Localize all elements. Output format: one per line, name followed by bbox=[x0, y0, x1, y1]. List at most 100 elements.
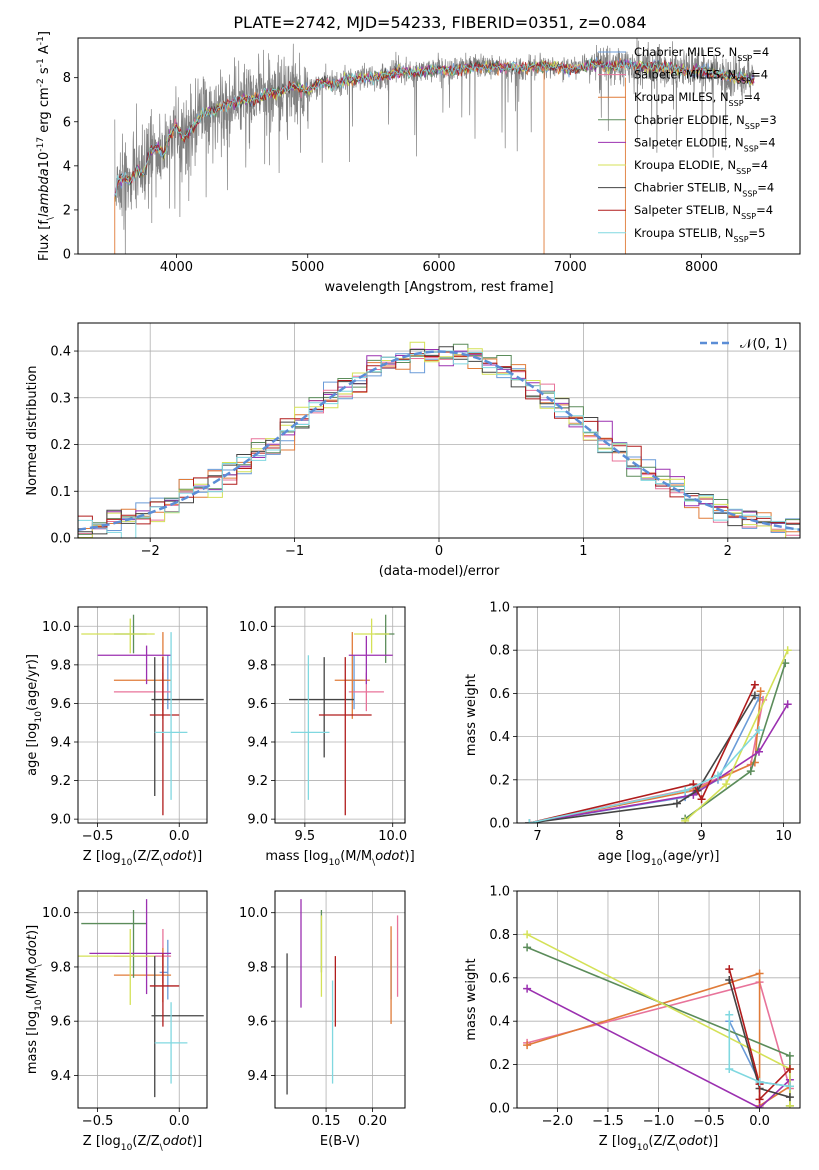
errorbar-point-5 bbox=[354, 618, 390, 654]
model-spectrum-line-6 bbox=[114, 58, 755, 200]
weight-line-2 bbox=[526, 972, 791, 1108]
errorbar-point-4 bbox=[348, 635, 393, 685]
panel-mass-vs-EBV: 0.15 0.20 9.4 9.6 9.8 10.0 E(B-V) bbox=[239, 890, 406, 1149]
y-tick-label: 9.6 bbox=[50, 697, 71, 712]
weight-marker-5 bbox=[523, 930, 532, 939]
x-tick-label: 7 bbox=[533, 829, 541, 844]
y-tick-label: 9.2 bbox=[50, 774, 71, 789]
axes-frame bbox=[516, 606, 801, 824]
weight-marker-3 bbox=[746, 767, 755, 776]
weight-marker-0 bbox=[754, 693, 763, 702]
x-tick-label: 0.20 bbox=[358, 1114, 387, 1129]
y-tick-label: 10.0 bbox=[42, 906, 71, 921]
y-tick-label: 6 bbox=[63, 115, 71, 130]
y-tick-label: 0.2 bbox=[489, 773, 510, 788]
x-tick-label: 6000 bbox=[422, 260, 455, 275]
x-tick-label: −0.5 bbox=[693, 1114, 725, 1129]
y-tick-label: 0.0 bbox=[50, 532, 71, 547]
axes-frame bbox=[77, 37, 801, 255]
y-tick-label: 1.0 bbox=[489, 601, 510, 616]
legend-label-0: Chabrier MILES, NSSP=4 bbox=[634, 45, 769, 63]
y-tick-label: 0.8 bbox=[489, 928, 510, 943]
y-tick-label: 9.2 bbox=[247, 774, 268, 789]
weight-line-8 bbox=[529, 729, 760, 823]
x-tick-label: 2 bbox=[724, 544, 732, 559]
plot-area-mass-vs-Z bbox=[78, 899, 204, 1098]
y-tick-label: 10.0 bbox=[239, 906, 268, 921]
y-tick-label: 9.8 bbox=[247, 658, 268, 673]
weight-marker-5 bbox=[783, 646, 792, 655]
legend-label-2: Kroupa MILES, NSSP=4 bbox=[634, 90, 760, 108]
x-tick-label: 9.5 bbox=[295, 829, 316, 844]
x-tick-label: 5000 bbox=[291, 260, 324, 275]
x-tick-label: 7000 bbox=[554, 260, 587, 275]
y-tick-label: 0.6 bbox=[489, 687, 510, 702]
errorbar-point-4 bbox=[97, 645, 172, 685]
errorbar-point-5 bbox=[78, 928, 155, 1005]
legend-label-4: Salpeter ELODIE, NSSP=4 bbox=[634, 135, 776, 153]
x-axis-label: age [log10(age/yr)] bbox=[598, 849, 720, 868]
errorbar-point-6 bbox=[151, 657, 204, 796]
errorbar-point-8 bbox=[290, 655, 330, 800]
normal-pdf-line bbox=[78, 350, 800, 532]
y-tick-label: 0.4 bbox=[50, 345, 71, 360]
errorbar-point-2 bbox=[334, 632, 370, 719]
y-tick-label: 0.6 bbox=[489, 971, 510, 986]
x-tick-label: 9 bbox=[697, 829, 705, 844]
y-tick-label: 0.4 bbox=[489, 730, 510, 745]
y-tick-label: 9.0 bbox=[50, 813, 71, 828]
weight-marker-4 bbox=[755, 1104, 764, 1108]
weight-marker-4 bbox=[523, 984, 532, 993]
panel-age-vs-Z: −0.5 0.0 9.0 9.2 9.4 9.6 9.8 10.0 Z [log10(Z/Z\o… bbox=[25, 606, 208, 868]
weight-marker-8 bbox=[725, 1010, 734, 1019]
weight-line-8 bbox=[728, 1014, 791, 1088]
x-tick-label: 10 bbox=[775, 829, 792, 844]
x-axis-label: Z [log10(Z/Z\odot)] bbox=[599, 1134, 718, 1153]
panel-weight-vs-age: 7 8 9 10 0.0 0.2 0.4 0.6 0.8 1.0 age [log10(age/yr… bbox=[464, 601, 801, 868]
weight-marker-7 bbox=[785, 1064, 794, 1073]
weight-marker-7 bbox=[697, 795, 706, 804]
legend-label-7: Salpeter STELIB, NSSP=4 bbox=[634, 203, 773, 221]
y-tick-label: 0.1 bbox=[50, 485, 71, 500]
x-tick-label: 4000 bbox=[160, 260, 193, 275]
spectrum-edge-lines bbox=[114, 68, 626, 254]
errorbar-point-3 bbox=[81, 909, 147, 978]
weight-marker-2 bbox=[755, 969, 764, 978]
x-axis-label: (data-model)/error bbox=[379, 564, 500, 579]
axes-frame bbox=[274, 606, 406, 824]
y-axis-label: Flux [f\lambda10-17 erg cm-2 s-1 A-1] bbox=[36, 31, 56, 261]
weight-line-7 bbox=[529, 684, 756, 823]
y-tick-label: 9.6 bbox=[50, 1015, 71, 1030]
weight-line-4 bbox=[529, 703, 789, 823]
weight-marker-5 bbox=[785, 1101, 794, 1108]
weight-marker-8 bbox=[755, 1077, 764, 1086]
y-tick-label: 0.2 bbox=[489, 1058, 510, 1073]
y-tick-label: 8 bbox=[63, 71, 71, 86]
x-axis-label: wavelength [Angstrom, rest frame] bbox=[324, 280, 553, 295]
x-tick-label: 8 bbox=[615, 829, 623, 844]
weight-marker-8 bbox=[725, 1064, 734, 1073]
weight-marker-2 bbox=[523, 1041, 532, 1050]
y-tick-label: 9.8 bbox=[50, 658, 71, 673]
y-tick-label: 1.0 bbox=[489, 885, 510, 900]
x-tick-label: 8000 bbox=[685, 260, 718, 275]
y-tick-label: 0.2 bbox=[50, 438, 71, 453]
errorbar-point-6 bbox=[289, 657, 355, 758]
weight-line-6 bbox=[529, 695, 756, 823]
errorbar-point-8 bbox=[154, 632, 188, 800]
weight-marker-2 bbox=[756, 687, 765, 696]
weight-marker-5 bbox=[722, 780, 731, 789]
weight-marker-7 bbox=[755, 1095, 764, 1104]
y-tick-label: 9.0 bbox=[247, 813, 268, 828]
weight-marker-6 bbox=[750, 691, 759, 700]
y-tick-label: 0.0 bbox=[489, 817, 510, 832]
errorbar-point-7 bbox=[149, 657, 180, 816]
y-axis-label: mass [log10(M/M\odot)] bbox=[25, 925, 44, 1074]
plot-area-residuals bbox=[78, 341, 800, 538]
x-tick-label: 10.0 bbox=[378, 829, 407, 844]
x-tick-label: −1.0 bbox=[643, 1114, 675, 1129]
x-axis-label: E(B-V) bbox=[320, 1134, 360, 1149]
y-axis-label: mass weight bbox=[464, 674, 479, 756]
x-tick-label: −0.5 bbox=[82, 1114, 114, 1129]
